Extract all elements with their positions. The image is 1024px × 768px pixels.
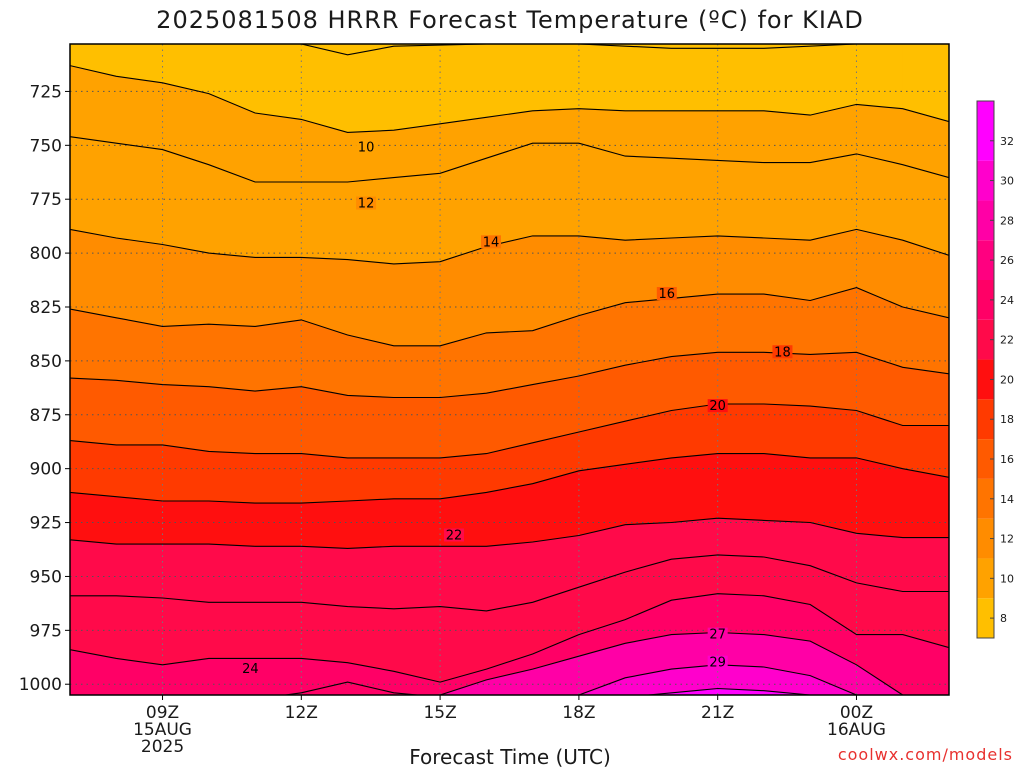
isotherm-32 [648, 687, 811, 695]
colorbar-label-30: 30 [1000, 175, 1014, 188]
grid-layer [70, 44, 949, 695]
band-above-24 [285, 682, 417, 695]
colorbar-band-27 [977, 200, 994, 241]
colorbar-label-28: 28 [1000, 214, 1014, 227]
colorbar-label-18: 18 [1000, 413, 1014, 426]
y-tick-label-750: 750 [30, 136, 62, 156]
isotherm-label-29: 29 [709, 656, 726, 671]
isotherm-24 [281, 681, 423, 695]
colorbar-band-23 [977, 280, 994, 320]
source-credit: coolwx.com/models [838, 745, 1013, 764]
x-tick-label-9-2: 2025 [141, 737, 184, 757]
x-tick-label-12-0: 12Z [285, 703, 318, 723]
isotherm-label-bg-16 [656, 287, 677, 301]
y-tick-label-950: 950 [30, 567, 62, 587]
x-tick-label-21-0: 21Z [701, 703, 734, 723]
x-tick-label-9-0: 09Z [146, 703, 179, 723]
temperature-fill-layer [70, 44, 949, 695]
isotherm-27 [439, 631, 904, 695]
isotherm-label-bg-22 [443, 528, 464, 542]
x-tick-label-18-0: 18Z [562, 703, 595, 723]
isotherm-16 [70, 351, 949, 399]
colorbar-band-29 [977, 160, 994, 201]
y-tick-label-925: 925 [30, 514, 62, 534]
x-tick-label-24-1: 16AUG [827, 720, 886, 740]
isotherm-label-16: 16 [659, 287, 676, 302]
y-tick-label-825: 825 [30, 298, 62, 318]
colorbar-label-26: 26 [1000, 254, 1014, 267]
colorbar-band-25 [977, 240, 994, 280]
band-above-29 [578, 664, 857, 695]
band-above-32 [648, 688, 811, 695]
isotherm-label-24: 24 [242, 662, 259, 677]
isotherm-10 [70, 136, 949, 183]
y-tick-label-975: 975 [30, 621, 62, 641]
colorbar-band-17 [977, 399, 994, 440]
isotherm-9 [70, 65, 949, 133]
colorbar-frame [976, 100, 995, 639]
y-tick-label-775: 775 [30, 190, 62, 210]
isotherm-label-bg-20 [707, 399, 728, 413]
isotherm-8 [139, 44, 903, 56]
y-tick-label-875: 875 [30, 406, 62, 426]
isotherm-label-20: 20 [709, 399, 726, 414]
isotherm-14 [70, 287, 949, 347]
colorbar-band-7 [977, 598, 994, 638]
isotherm-label-bg-12 [356, 196, 377, 210]
colorbar-label-12: 12 [1000, 533, 1014, 546]
chart-title: 2025081508 HRRR Forecast Temperature (ºC… [156, 6, 864, 34]
isotherm-22 [70, 554, 949, 612]
isotherm-label-bg-14 [480, 235, 501, 249]
isotherm-label-27: 27 [709, 628, 726, 643]
plot-frame [69, 43, 950, 696]
isotherm-label-bg-10 [356, 140, 377, 154]
colorbar-band-21 [977, 319, 994, 360]
x-tick-label-9-1: 15AUG [133, 720, 192, 740]
isotherm-label-bg-29 [707, 655, 728, 669]
isotherm-label-12: 12 [358, 197, 375, 212]
colorbar-band-9 [977, 558, 994, 599]
y-tick-label-1000: 1000 [19, 675, 62, 695]
colorbar-label-14: 14 [1000, 493, 1014, 506]
colorbar-label-32: 32 [1000, 135, 1014, 148]
colorbar-label-10: 10 [1000, 572, 1014, 585]
isotherm-12 [70, 228, 949, 265]
isotherm-label-bg-27 [707, 627, 728, 641]
y-tick-label-800: 800 [30, 244, 62, 264]
colorbar-label-16: 16 [1000, 453, 1014, 466]
colorbar-band-15 [977, 439, 994, 479]
x-tick-label-24-0: 00Z [840, 703, 873, 723]
plot-area [70, 44, 949, 695]
colorbar-label-24: 24 [1000, 294, 1014, 307]
isotherm-label-bg-18 [772, 345, 793, 359]
isotherm-label-10: 10 [358, 140, 375, 155]
colorbar-band-31 [977, 101, 994, 161]
x-tick-label-15-0: 15Z [423, 703, 456, 723]
y-tick-label-900: 900 [30, 460, 62, 480]
colorbar-band-19 [977, 359, 994, 400]
colorbar: 8 10 12 14 16 18 20 22 24 26 28 30 32 [976, 100, 1014, 639]
x-axis-label: Forecast Time (UTC) [409, 745, 611, 768]
y-axis: 725 750 775 800 825 850 875 900 925 950 975 1000 [19, 82, 70, 695]
isotherm-23 [70, 593, 949, 683]
isotherm-layer [70, 44, 949, 695]
isotherm-label-18: 18 [774, 345, 791, 360]
isotherm-label-22: 22 [446, 528, 463, 543]
y-tick-label-725: 725 [30, 82, 62, 102]
colorbar-band-11 [977, 518, 994, 559]
y-tick-label-850: 850 [30, 352, 62, 372]
colorbar-label-20: 20 [1000, 373, 1014, 386]
isotherm-18 [70, 403, 949, 459]
colorbar-band-13 [977, 478, 994, 519]
isotherm-20 [70, 453, 949, 504]
colorbar-label-22: 22 [1000, 334, 1014, 347]
isotherm-21 [70, 517, 949, 549]
isotherm-label-layer: 10 12 14 16 18 20 22 24 27 29 [240, 140, 793, 677]
isotherm-label-14: 14 [483, 235, 500, 250]
isotherm-label-bg-24 [240, 662, 261, 676]
colorbar-label-8: 8 [1000, 612, 1007, 625]
